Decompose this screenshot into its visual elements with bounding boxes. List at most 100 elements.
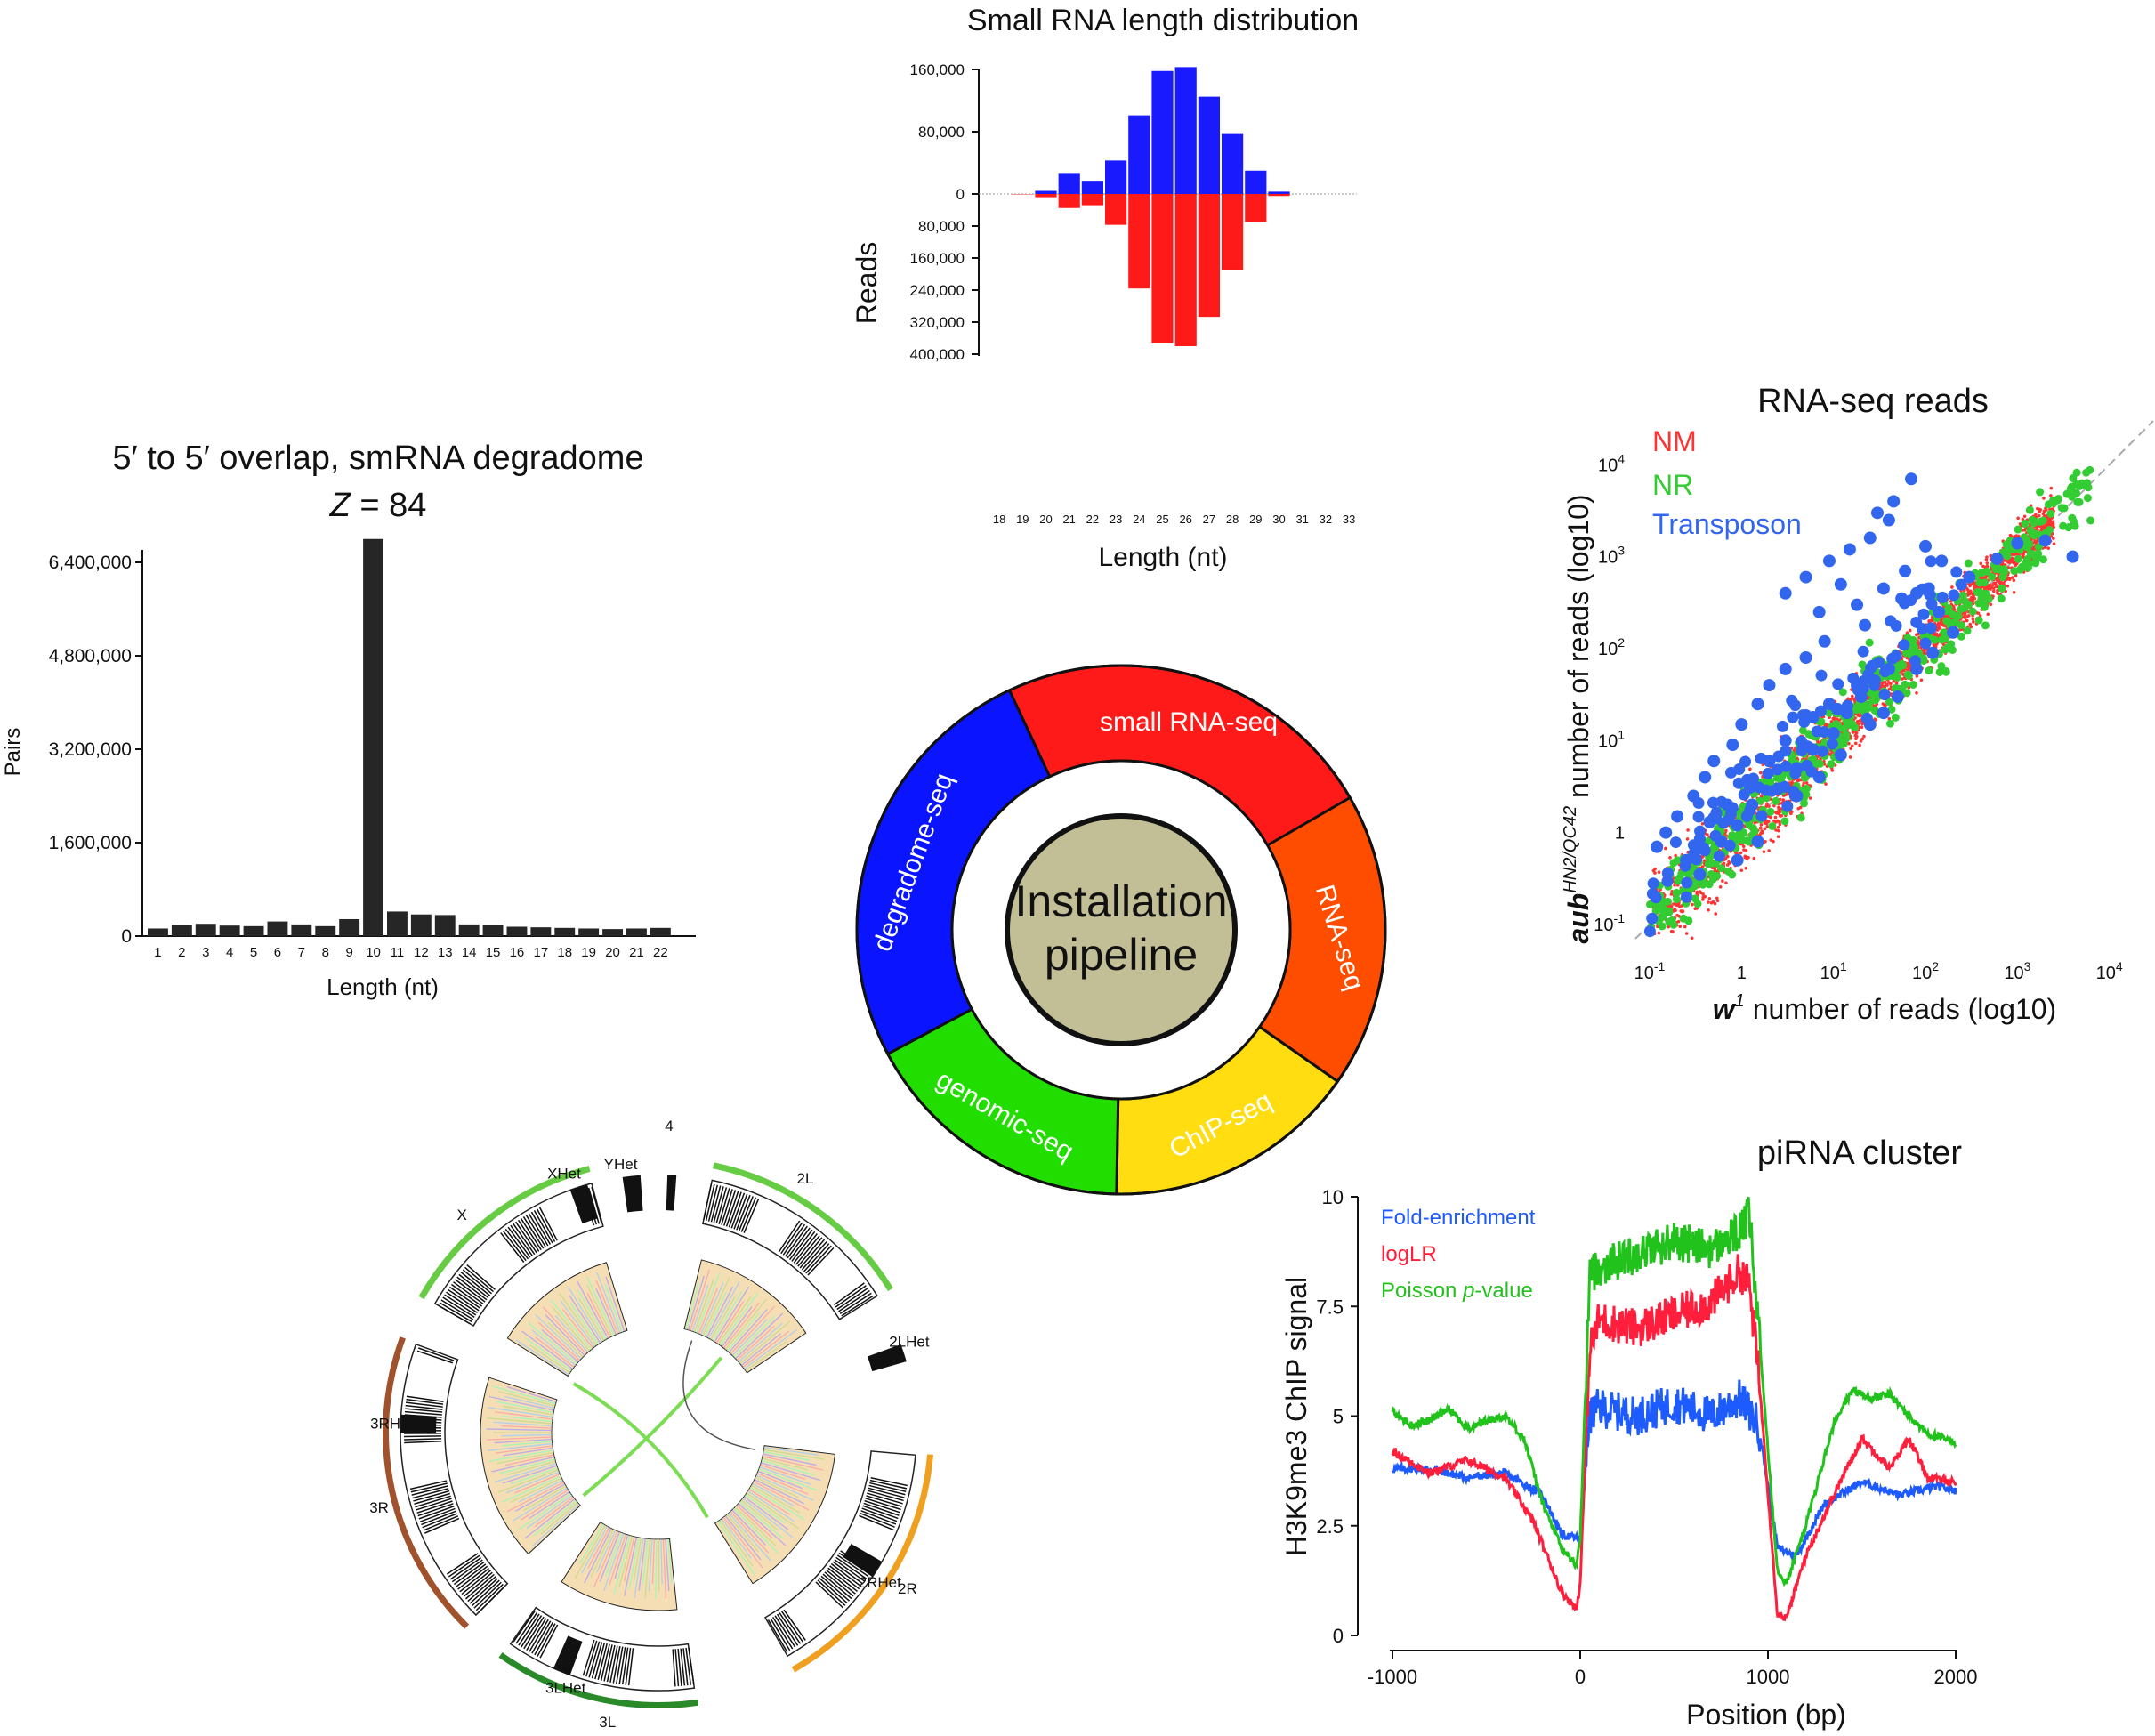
link-ribbon <box>755 1476 799 1498</box>
overlap-xtick-label: 8 <box>322 945 329 960</box>
nm-point <box>1994 585 1998 589</box>
cytoband-line <box>587 1187 600 1224</box>
link-ribbon <box>613 1535 631 1595</box>
transposon-point <box>1779 662 1792 675</box>
overlap-bar <box>387 911 408 936</box>
cytoband-line <box>448 1554 480 1578</box>
nm-point <box>1758 826 1763 830</box>
pirna-legend-poisson: Poisson p-value <box>1381 1279 1533 1303</box>
nm-point <box>1992 586 1996 591</box>
arm-3l-track <box>561 1521 678 1611</box>
cytoband-line <box>534 1621 553 1656</box>
link-ribbon <box>614 1534 629 1579</box>
nm-point <box>1683 925 1687 929</box>
overlap-xtick-label: 14 <box>462 945 477 960</box>
cytoband-line <box>803 1243 830 1272</box>
overlap-xtick-label: 11 <box>391 945 405 960</box>
rnaseq-ytick-base: 10 <box>1598 548 1618 568</box>
cytoband-line <box>533 1209 553 1244</box>
nr-point <box>1997 594 2006 603</box>
nr-point <box>1815 759 1824 768</box>
cytoband-line <box>833 1282 865 1306</box>
link-ribbon <box>719 1519 754 1567</box>
link-ribbon <box>604 1284 623 1333</box>
nm-point <box>1702 859 1707 863</box>
nm-point <box>2052 542 2056 545</box>
nr-point <box>1762 794 1771 803</box>
nm-point <box>1887 681 1891 684</box>
link-ribbon <box>733 1507 779 1554</box>
nr-point <box>1887 705 1896 714</box>
link-ribbon <box>715 1301 745 1344</box>
rnaseq-ytick-base: 10 <box>1598 456 1618 475</box>
link-ribbon <box>740 1499 779 1531</box>
link-ribbon <box>537 1321 581 1361</box>
overlap-bar <box>267 921 288 936</box>
small-rna-bar-positive <box>1105 160 1127 194</box>
nm-point <box>1667 925 1671 929</box>
transposon-point <box>1891 690 1904 704</box>
overlap-bar <box>482 925 504 936</box>
small-rna-bar-negative <box>1268 194 1290 197</box>
link-ribbon <box>587 1527 610 1569</box>
cytoband-line <box>413 1490 450 1502</box>
cytoband-line <box>780 1222 803 1255</box>
rnaseq-ytick-exp: 1 <box>1618 727 1625 741</box>
link-ribbon <box>751 1484 800 1514</box>
nm-point <box>1859 739 1863 743</box>
small-rna-xtick-label: 22 <box>1086 513 1099 526</box>
cytoband-line <box>594 1643 606 1680</box>
cytoband-line <box>702 1183 713 1221</box>
link-ribbon <box>763 1451 811 1461</box>
nm-point <box>1933 632 1938 635</box>
cytoband-line <box>677 1648 682 1686</box>
nr-point <box>1885 698 1893 707</box>
nm-point <box>1873 704 1877 708</box>
transposon-point <box>1862 668 1875 681</box>
link-ribbon <box>719 1292 759 1346</box>
nr-point <box>2030 531 2038 540</box>
transposon-point <box>1919 637 1932 650</box>
nm-point <box>1972 620 1975 624</box>
transposon-point <box>1715 795 1728 808</box>
nm-point <box>1972 593 1975 598</box>
rnaseq-xlabel-sup: 1 <box>1735 991 1745 1011</box>
circos-arm-label: YHet <box>604 1156 638 1173</box>
nm-point <box>1985 585 1989 590</box>
link-ribbon <box>758 1468 818 1491</box>
link-ribbon <box>736 1325 775 1361</box>
transposon-point <box>1882 513 1895 527</box>
nm-point <box>1752 856 1756 860</box>
small-rna-ytick-label: 320,000 <box>910 314 965 331</box>
nm-point <box>1678 925 1683 929</box>
overlap-xtick-label: 3 <box>202 945 209 960</box>
pipeline-center-line1: Installation <box>1014 876 1227 926</box>
cytoband-line <box>422 1513 457 1529</box>
nm-point <box>1988 583 1991 587</box>
nr-point <box>1964 559 1973 568</box>
nm-point <box>1798 805 1803 810</box>
cytoband-line <box>405 1401 443 1408</box>
link-ribbon <box>502 1441 553 1447</box>
nm-point <box>1680 909 1684 914</box>
link-ribbon <box>569 1303 600 1345</box>
link-ribbon <box>638 1538 647 1591</box>
nm-point <box>1894 682 1899 685</box>
rnaseq-legend-transposon: Transposon <box>1652 508 1802 540</box>
cytoband-line <box>682 1648 689 1686</box>
nm-point <box>1929 618 1933 623</box>
overlap-xlabel: Length (nt) <box>327 973 439 1000</box>
link-ribbon <box>497 1469 559 1493</box>
cytoband-line <box>868 1487 905 1498</box>
transposon-point <box>1699 771 1712 784</box>
cytoband-line <box>538 1207 558 1241</box>
overlap-subtitle-eq: = 84 <box>351 487 427 524</box>
pirna-legend-poisson-post: -value <box>1474 1279 1532 1303</box>
overlap-bar <box>363 538 383 936</box>
link-ribbon <box>586 1292 611 1338</box>
nr-point <box>1798 726 1807 735</box>
transposon-point <box>1955 578 1967 591</box>
nr-point <box>2064 523 2073 532</box>
link-ribbon <box>763 1453 817 1466</box>
cytoband-line <box>715 1187 728 1224</box>
